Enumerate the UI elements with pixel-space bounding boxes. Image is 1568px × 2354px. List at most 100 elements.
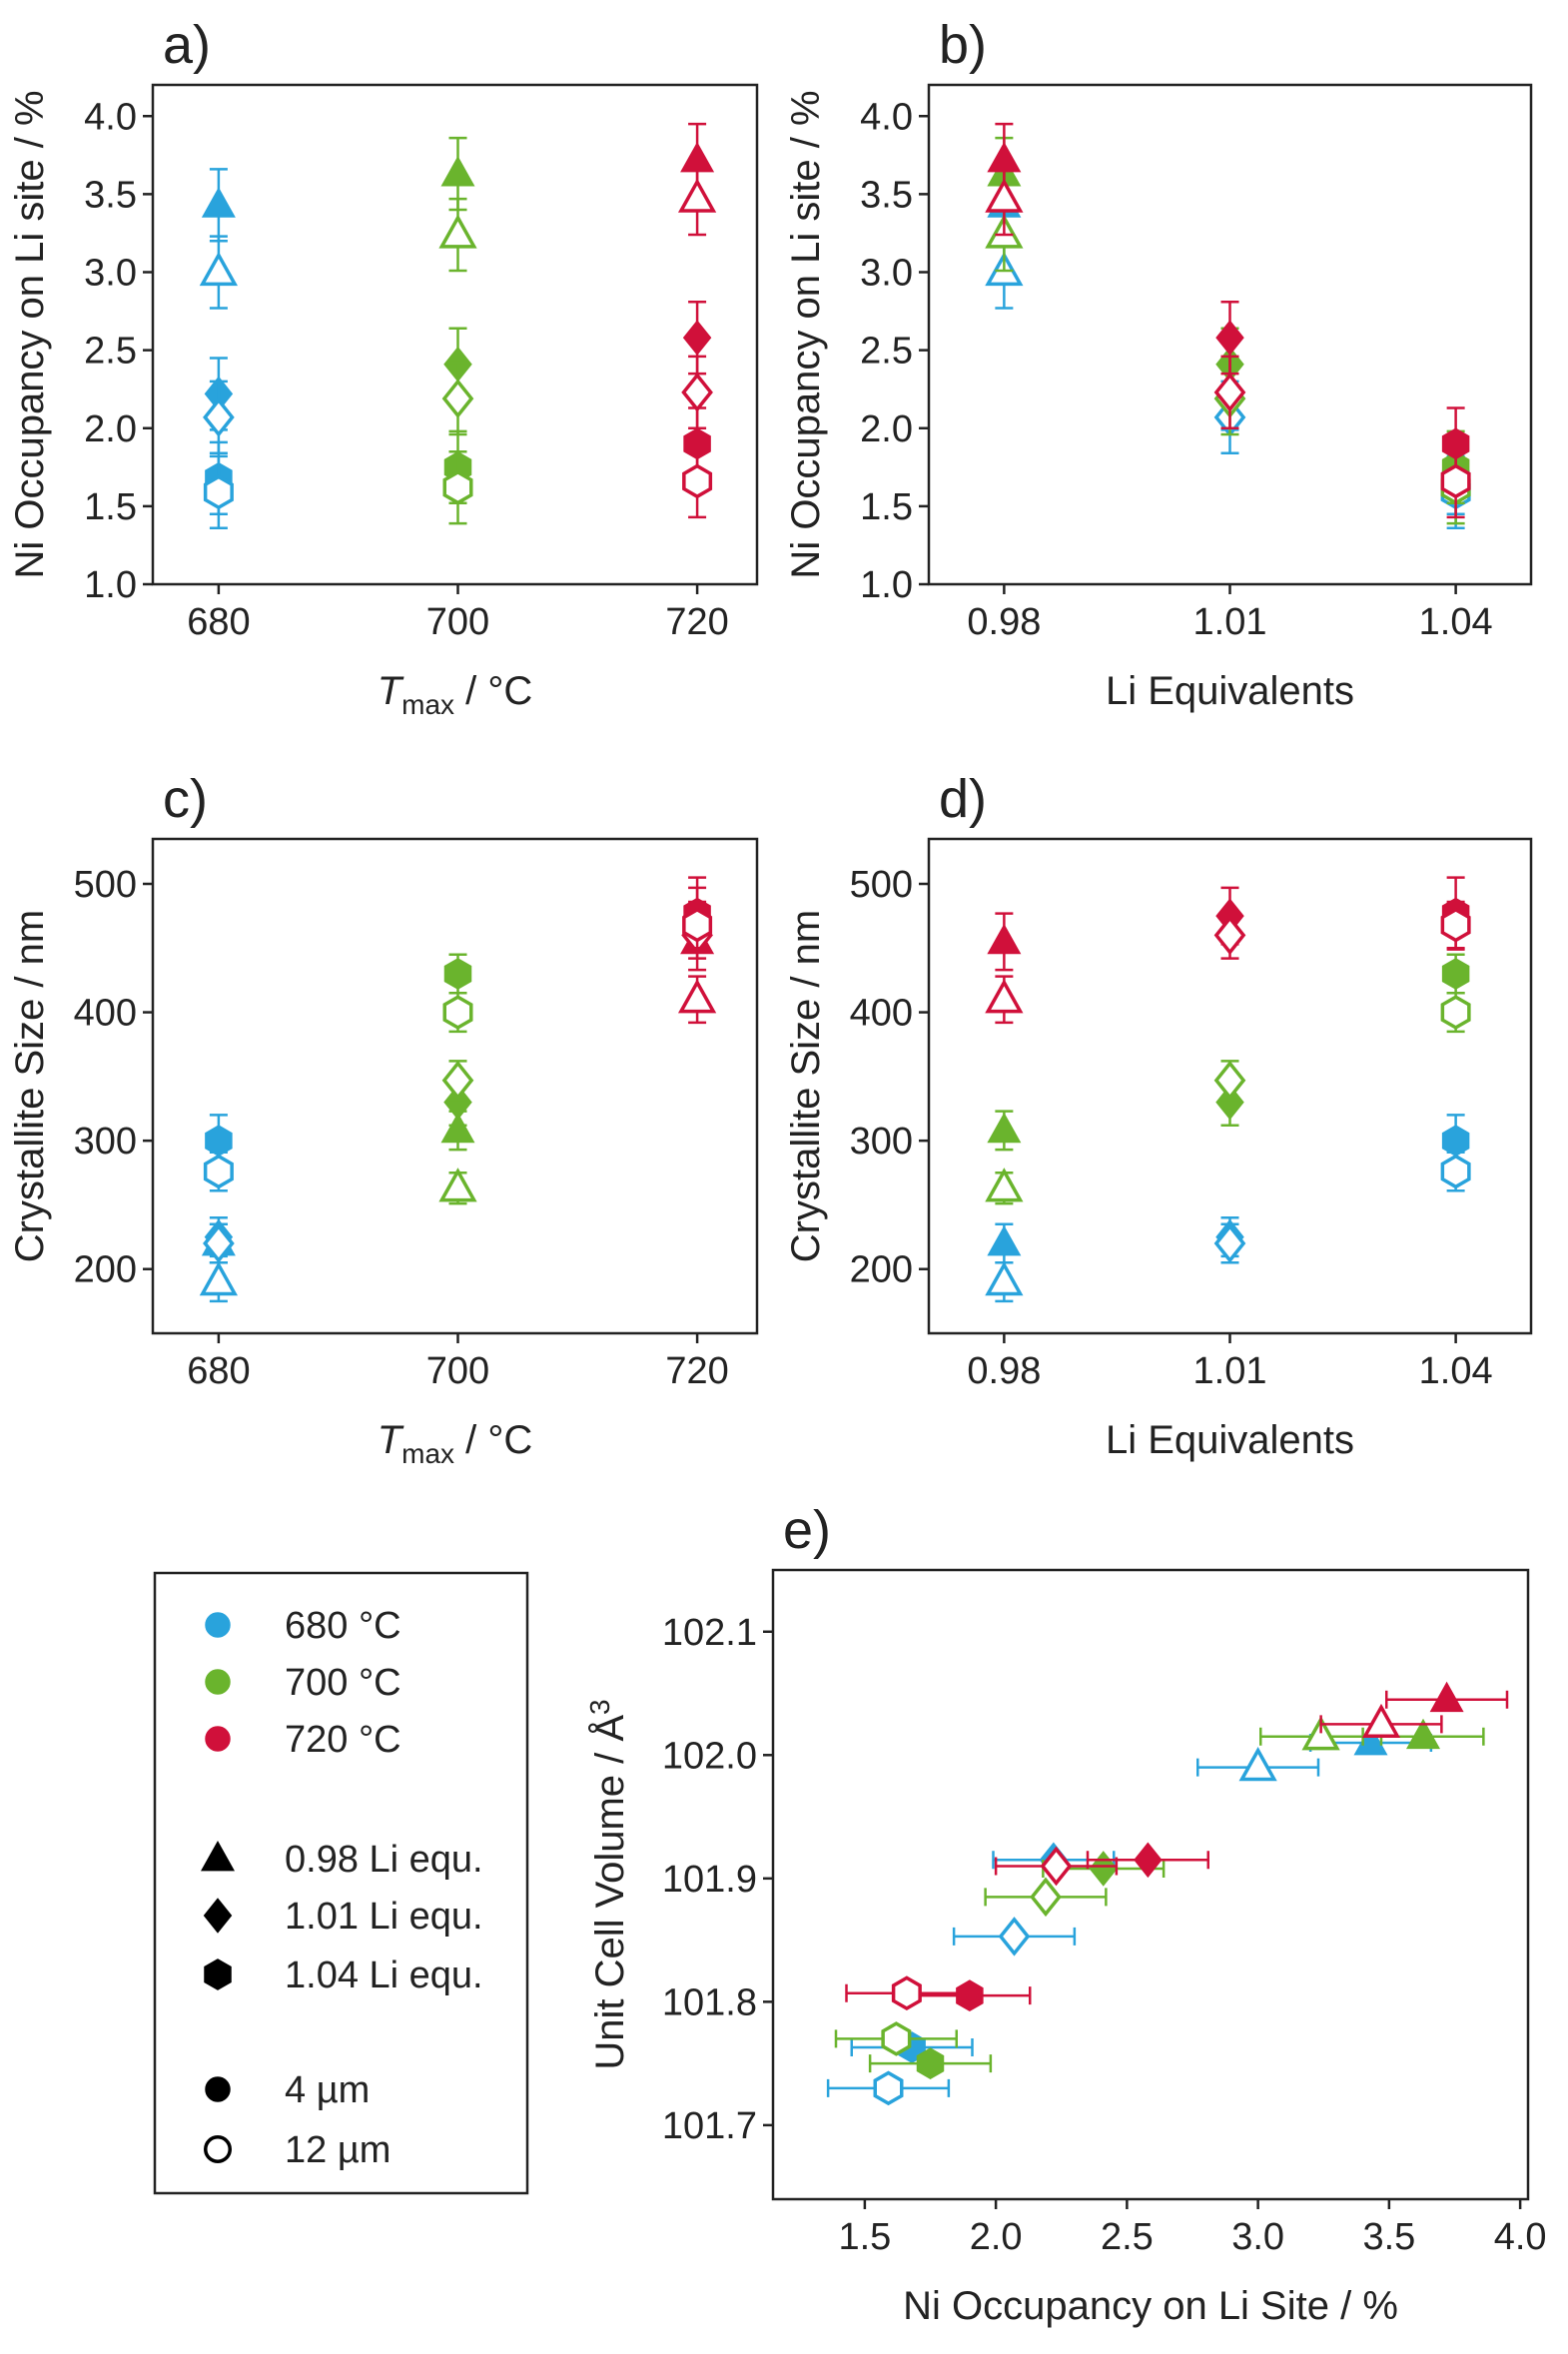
y-tick-label: 500 bbox=[74, 864, 137, 906]
y-axis-label: Crystallite Size / nm bbox=[8, 910, 52, 1262]
marker bbox=[1213, 1060, 1246, 1101]
marker bbox=[1440, 995, 1471, 1030]
marker bbox=[1213, 915, 1246, 956]
legend-label: 1.04 Li equ. bbox=[285, 1955, 483, 1996]
y-tick-label: 2.0 bbox=[84, 408, 137, 450]
x-label-unit: / °C bbox=[454, 1418, 532, 1462]
x-tick-label: 3.0 bbox=[1231, 2216, 1284, 2258]
x-tick-label: 1.04 bbox=[1419, 1350, 1493, 1392]
y-tick-label: 3.5 bbox=[860, 174, 913, 216]
marker bbox=[204, 1959, 232, 1990]
x-tick-label: 720 bbox=[665, 1350, 728, 1392]
x-label-unit: / °C bbox=[454, 669, 532, 713]
marker bbox=[438, 1168, 477, 1202]
panel-letter: e) bbox=[783, 1500, 831, 1560]
marker bbox=[1030, 1877, 1062, 1918]
panel-letter: c) bbox=[163, 769, 208, 829]
marker bbox=[205, 2076, 231, 2102]
y-tick-label: 400 bbox=[74, 993, 137, 1035]
y-tick-label: 4.0 bbox=[84, 96, 137, 138]
marker bbox=[203, 1898, 233, 1934]
y-axis-label: Unit Cell Volume / Å3 bbox=[584, 1699, 632, 2069]
y-axis-label: Crystallite Size / nm bbox=[784, 910, 828, 1262]
marker bbox=[916, 2047, 945, 2079]
x-label-symbol: T bbox=[378, 669, 404, 713]
marker bbox=[442, 469, 473, 505]
y-tick-label: 1.0 bbox=[860, 564, 913, 606]
marker bbox=[1441, 958, 1470, 990]
marker bbox=[203, 1154, 234, 1189]
x-tick-label: 0.98 bbox=[967, 601, 1041, 643]
marker bbox=[682, 463, 713, 499]
x-tick-label: 680 bbox=[187, 601, 250, 643]
marker bbox=[1429, 1681, 1464, 1713]
y-axis-label: Ni Occupancy on Li site / % bbox=[784, 90, 828, 578]
marker bbox=[203, 474, 234, 510]
x-tick-label: 700 bbox=[426, 1350, 489, 1392]
x-axis-label: Ni Occupancy on Li Site / % bbox=[903, 2284, 1398, 2328]
marker bbox=[205, 1726, 231, 1752]
y-tick-label: 101.9 bbox=[662, 1859, 757, 1901]
marker bbox=[677, 979, 717, 1014]
panel-letter: b) bbox=[939, 15, 987, 75]
marker bbox=[985, 1260, 1024, 1296]
x-tick-label: 0.98 bbox=[967, 1350, 1041, 1392]
marker bbox=[200, 1840, 236, 1872]
y-tick-label: 2.5 bbox=[84, 331, 137, 373]
marker bbox=[201, 187, 236, 218]
legend-label: 4 µm bbox=[285, 2069, 370, 2111]
marker bbox=[204, 2135, 232, 2163]
marker bbox=[442, 995, 473, 1030]
marker bbox=[1238, 1747, 1277, 1782]
legend-label: 1.01 Li equ. bbox=[285, 1896, 483, 1938]
marker bbox=[985, 979, 1024, 1014]
marker bbox=[1361, 1703, 1401, 1739]
marker bbox=[987, 923, 1022, 955]
y-tick-label: 2.0 bbox=[860, 408, 913, 450]
marker bbox=[682, 320, 712, 356]
y-tick-label: 200 bbox=[74, 1249, 137, 1291]
y-tick-label: 400 bbox=[850, 993, 913, 1035]
y-tick-label: 200 bbox=[850, 1249, 913, 1291]
plot-frame bbox=[771, 1568, 1530, 2201]
y-axis-label: Ni Occupancy on Li site / % bbox=[8, 90, 52, 578]
y-tick-label: 101.7 bbox=[662, 2105, 757, 2147]
y-label-superscript: 3 bbox=[584, 1699, 615, 1715]
x-tick-label: 720 bbox=[665, 601, 728, 643]
marker bbox=[873, 2070, 904, 2106]
marker bbox=[205, 1612, 231, 1638]
marker bbox=[891, 1975, 922, 2011]
marker bbox=[881, 2021, 912, 2056]
marker bbox=[199, 1260, 239, 1296]
marker bbox=[682, 907, 713, 943]
x-tick-label: 1.01 bbox=[1193, 1350, 1267, 1392]
y-tick-label: 300 bbox=[74, 1121, 137, 1163]
x-tick-label: 4.0 bbox=[1494, 2216, 1547, 2258]
y-tick-label: 3.5 bbox=[84, 174, 137, 216]
marker bbox=[1215, 320, 1244, 356]
marker bbox=[677, 178, 717, 213]
x-axis-label: Li Equivalents bbox=[1106, 669, 1354, 713]
marker bbox=[1134, 1842, 1163, 1879]
marker bbox=[1089, 1851, 1118, 1887]
marker bbox=[205, 1669, 231, 1695]
marker bbox=[440, 1112, 475, 1144]
marker bbox=[681, 373, 713, 412]
marker bbox=[203, 397, 235, 437]
marker bbox=[1301, 1716, 1340, 1751]
x-label-subscript: max bbox=[401, 689, 454, 720]
y-tick-label: 3.0 bbox=[860, 253, 913, 295]
marker bbox=[1215, 1084, 1244, 1121]
marker bbox=[998, 1917, 1031, 1957]
y-tick-label: 4.0 bbox=[860, 96, 913, 138]
marker bbox=[203, 1223, 235, 1263]
marker bbox=[985, 178, 1024, 213]
x-label-subscript: max bbox=[401, 1438, 454, 1469]
marker bbox=[985, 1168, 1024, 1202]
marker bbox=[1213, 1223, 1246, 1263]
legend-box bbox=[153, 1571, 529, 2195]
x-axis-label: Tmax / °C bbox=[378, 1418, 533, 1469]
y-tick-label: 101.8 bbox=[662, 1981, 757, 2023]
